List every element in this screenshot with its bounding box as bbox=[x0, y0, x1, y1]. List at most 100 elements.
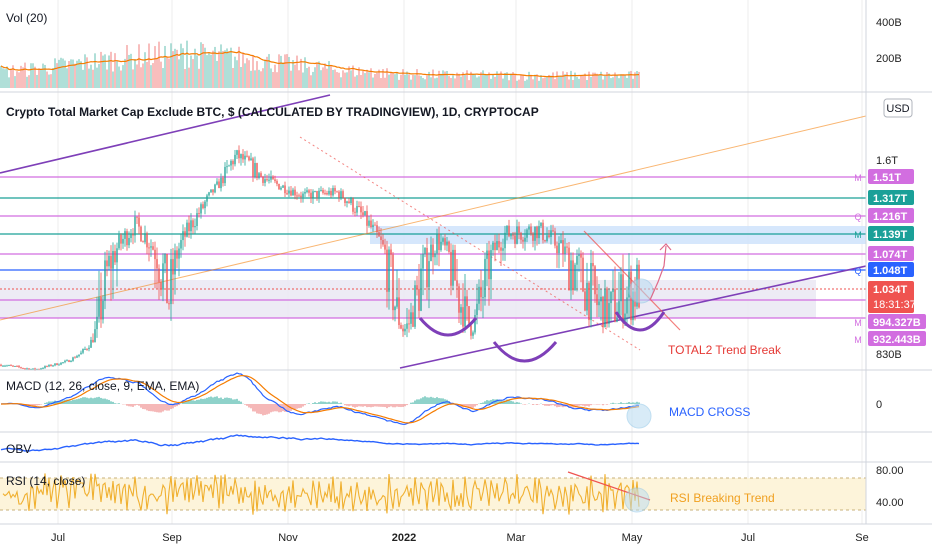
candle-body bbox=[282, 185, 283, 187]
candle-body bbox=[196, 213, 197, 226]
volume-bar bbox=[460, 77, 461, 88]
volume-bar bbox=[514, 74, 515, 88]
macd-histogram-bar bbox=[106, 399, 107, 404]
macd-histogram-bar bbox=[86, 398, 87, 404]
candle-body bbox=[276, 181, 277, 184]
volume-bar bbox=[26, 77, 27, 88]
candle-body bbox=[94, 329, 95, 342]
macd-histogram-bar bbox=[536, 404, 537, 405]
volume-bar bbox=[354, 77, 355, 88]
volume-bar bbox=[152, 63, 153, 88]
candle-body bbox=[332, 188, 333, 195]
macd-histogram-bar bbox=[406, 404, 407, 405]
volume-bar bbox=[260, 71, 261, 88]
volume-bar bbox=[406, 72, 407, 88]
candle-body bbox=[72, 357, 73, 360]
macd-histogram-bar bbox=[130, 404, 131, 407]
candle-body bbox=[394, 307, 395, 310]
candle-body bbox=[6, 365, 7, 366]
volume-bar bbox=[582, 75, 583, 88]
candle-body bbox=[206, 195, 207, 201]
candle-body bbox=[428, 261, 429, 287]
candle-body bbox=[208, 192, 209, 195]
candle-body bbox=[584, 291, 585, 310]
volume-bar bbox=[498, 74, 499, 88]
macd-histogram-bar bbox=[218, 398, 219, 404]
candle-body bbox=[4, 366, 5, 367]
candle-body bbox=[354, 212, 355, 213]
volume-bar bbox=[100, 52, 101, 88]
volume-bar bbox=[426, 76, 427, 88]
macd-histogram-bar bbox=[546, 404, 547, 406]
x-tick-label: Jul bbox=[741, 532, 755, 544]
candle-body bbox=[368, 221, 369, 226]
volume-bar bbox=[10, 69, 11, 88]
candle-body bbox=[200, 204, 201, 213]
volume-bar bbox=[148, 43, 149, 88]
volume-bar bbox=[394, 74, 395, 88]
volume-bar bbox=[244, 63, 245, 88]
volume-bar bbox=[576, 77, 577, 88]
volume-title: Vol (20) bbox=[6, 11, 47, 25]
macd-histogram-bar bbox=[224, 398, 225, 404]
volume-bar bbox=[218, 51, 219, 88]
volume-bar bbox=[372, 78, 373, 88]
candle-body bbox=[452, 250, 453, 286]
macd-histogram-bar bbox=[620, 402, 621, 404]
candle-body bbox=[402, 329, 403, 332]
candle-body bbox=[374, 225, 375, 226]
volume-bar bbox=[586, 80, 587, 88]
candle-body bbox=[108, 256, 109, 267]
macd-histogram-bar bbox=[550, 404, 551, 405]
macd-histogram-bar bbox=[412, 402, 413, 404]
macd-histogram-bar bbox=[266, 404, 267, 414]
macd-histogram-bar bbox=[102, 399, 103, 404]
volume-bar bbox=[578, 79, 579, 88]
macd-histogram-bar bbox=[236, 399, 237, 404]
volume-bar bbox=[628, 72, 629, 88]
candle-body bbox=[370, 221, 371, 227]
macd-histogram-bar bbox=[472, 404, 473, 408]
volume-bar bbox=[96, 68, 97, 88]
macd-histogram-bar bbox=[610, 403, 611, 404]
rsi-break-circle bbox=[625, 488, 649, 512]
volume-bar bbox=[380, 78, 381, 88]
volume-bar bbox=[266, 57, 267, 88]
volume-bar bbox=[558, 76, 559, 88]
candle-body bbox=[170, 259, 171, 304]
candle-body bbox=[240, 154, 241, 158]
macd-histogram-bar bbox=[356, 404, 357, 407]
macd-histogram-bar bbox=[308, 403, 309, 404]
candle-body bbox=[390, 250, 391, 255]
candle-body bbox=[152, 246, 153, 250]
macd-histogram-bar bbox=[516, 402, 517, 404]
candle-body bbox=[290, 191, 291, 196]
volume-bar bbox=[18, 72, 19, 88]
macd-histogram-bar bbox=[94, 398, 95, 404]
candle-body bbox=[198, 213, 199, 214]
macd-histogram-bar bbox=[206, 398, 207, 404]
volume-bar bbox=[88, 69, 89, 88]
candle-body bbox=[84, 349, 85, 350]
macd-histogram-bar bbox=[196, 400, 197, 404]
volume-bar bbox=[440, 74, 441, 88]
candle-body bbox=[264, 179, 265, 183]
volume-bar bbox=[316, 63, 317, 88]
candle-body bbox=[386, 250, 387, 292]
volume-bar bbox=[80, 61, 81, 88]
candle-body bbox=[216, 181, 217, 184]
volume-bar bbox=[330, 66, 331, 88]
volume-bar bbox=[160, 62, 161, 88]
volume-bar bbox=[408, 74, 409, 88]
candle-body bbox=[256, 163, 257, 178]
rsi-tick-label: 80.00 bbox=[876, 465, 904, 477]
candle-body bbox=[588, 283, 589, 320]
candle-body bbox=[380, 236, 381, 240]
volume-bar bbox=[604, 76, 605, 88]
candle-body bbox=[16, 366, 17, 367]
volume-bar bbox=[636, 71, 637, 88]
volume-bar bbox=[162, 68, 163, 88]
macd-histogram-bar bbox=[126, 404, 127, 406]
macd-histogram-bar bbox=[132, 404, 133, 407]
price-label-text: 1.317T bbox=[873, 193, 908, 205]
